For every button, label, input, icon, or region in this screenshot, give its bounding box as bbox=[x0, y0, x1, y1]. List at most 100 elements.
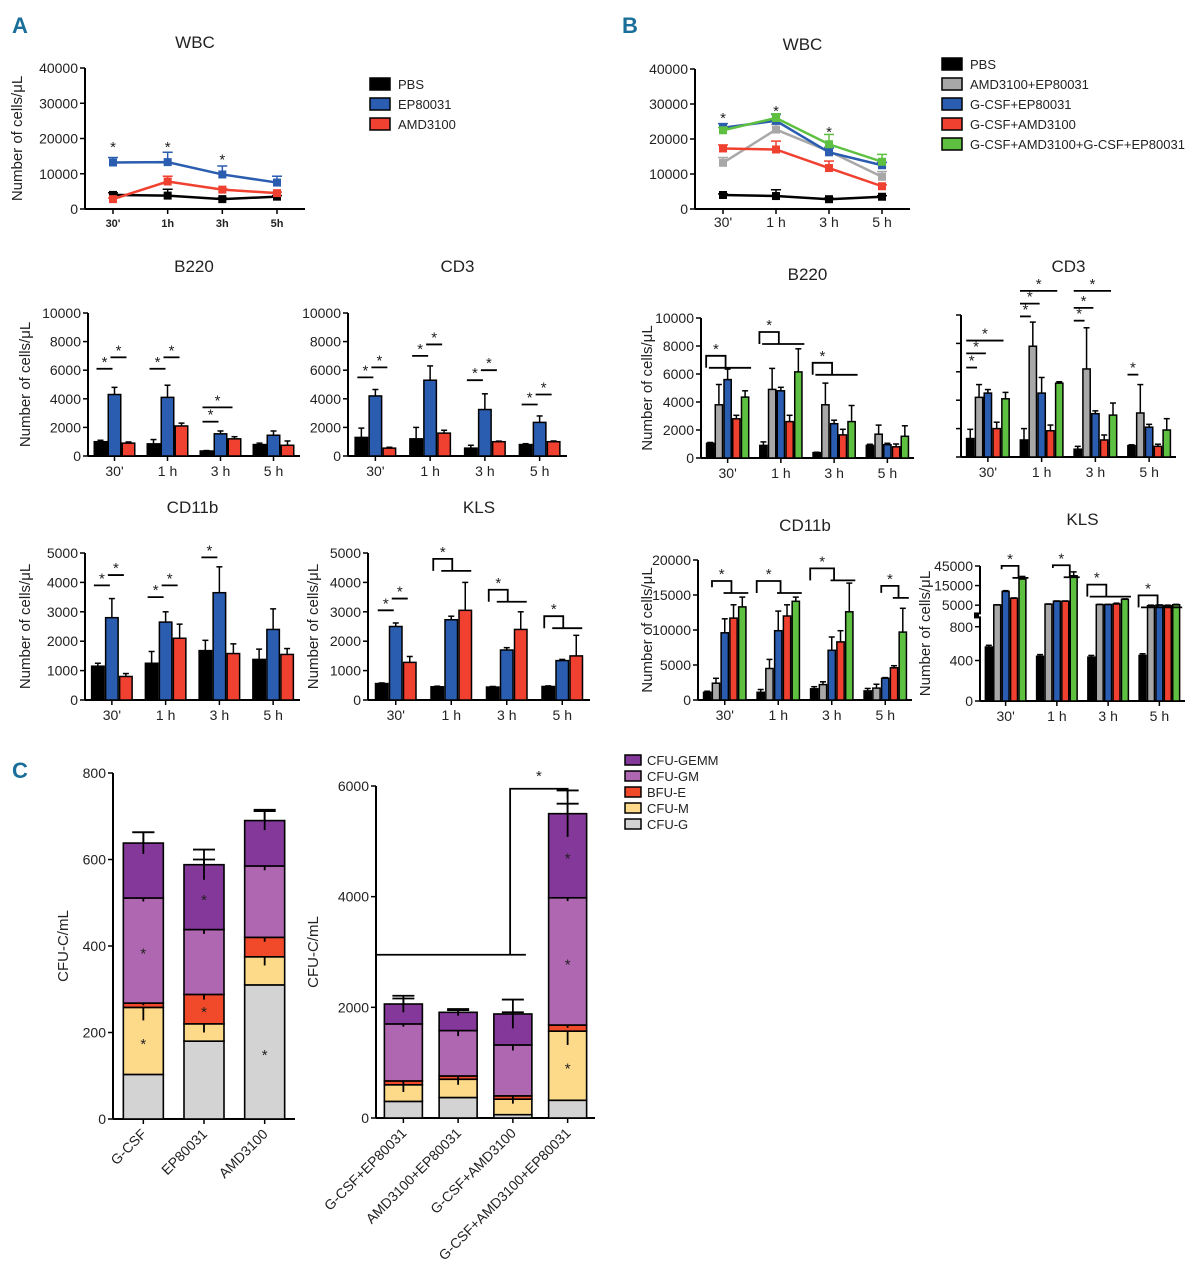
significance-star: * bbox=[165, 139, 171, 156]
series-g-csf-amd3100-g-csf-ep80031 bbox=[737, 582, 908, 701]
bar bbox=[1052, 600, 1062, 702]
series-g-csf-ep80031 bbox=[720, 610, 890, 701]
bar bbox=[785, 420, 794, 459]
significance-star: * bbox=[102, 354, 108, 371]
significance-star: * bbox=[201, 892, 207, 909]
x-tick-label: 30' bbox=[716, 707, 734, 723]
significance-bracket bbox=[711, 580, 733, 593]
significance-star: * bbox=[440, 544, 446, 561]
x-tick-label: 30' bbox=[714, 214, 732, 230]
significance-star: * bbox=[766, 317, 772, 334]
bar bbox=[731, 418, 741, 459]
bar bbox=[737, 606, 747, 701]
significance-star: * bbox=[819, 553, 825, 570]
significance-star: * bbox=[720, 110, 726, 127]
bar bbox=[759, 444, 768, 459]
bar bbox=[821, 404, 830, 459]
bar bbox=[1018, 578, 1027, 702]
significance-bracket bbox=[543, 615, 565, 629]
bar bbox=[546, 440, 561, 457]
legend-swatch bbox=[941, 137, 963, 151]
bar bbox=[1082, 368, 1091, 458]
significance-star: * bbox=[219, 151, 225, 168]
y-tick-label: 20000 bbox=[649, 131, 688, 147]
bar bbox=[1009, 597, 1019, 702]
legend-label: CFU-M bbox=[647, 801, 689, 816]
series-g-csf-ep80031 bbox=[718, 113, 887, 170]
bar-segment bbox=[243, 865, 286, 939]
significance-bracket bbox=[1086, 583, 1108, 597]
bar bbox=[756, 691, 766, 701]
y-tick-label: 0 bbox=[333, 448, 341, 464]
data-point bbox=[825, 140, 833, 149]
significance-star: * bbox=[1130, 360, 1136, 377]
data-point bbox=[218, 195, 227, 204]
legend-label: AMD3100+EP80031 bbox=[970, 77, 1089, 92]
legend-swatch bbox=[624, 802, 642, 814]
bar bbox=[767, 388, 777, 459]
bar-segment bbox=[547, 896, 588, 1026]
data-point bbox=[109, 190, 117, 199]
bar bbox=[382, 447, 397, 457]
data-point bbox=[878, 182, 886, 191]
bar bbox=[1162, 429, 1172, 458]
significance-star: * bbox=[262, 1047, 268, 1064]
significance-star: * bbox=[536, 768, 542, 785]
bar bbox=[374, 682, 389, 701]
significance-bracket bbox=[1051, 564, 1071, 578]
y-tick-label: 40000 bbox=[649, 61, 688, 77]
y-tick-label: 0 bbox=[73, 448, 81, 464]
bar bbox=[992, 427, 1002, 458]
y-tick-label: 10000 bbox=[42, 305, 81, 321]
significance-star: * bbox=[565, 1061, 571, 1078]
x-tick-label: 30' bbox=[366, 463, 384, 479]
data-point bbox=[772, 145, 780, 154]
y-tick-label: 40000 bbox=[39, 60, 78, 76]
x-tick-label: 3 h bbox=[1086, 464, 1105, 480]
bar bbox=[409, 438, 424, 457]
y-tick-label: 10000 bbox=[655, 310, 694, 326]
significance-star: * bbox=[208, 407, 214, 424]
series-g-csf-ep80031 bbox=[983, 376, 1154, 458]
significance-star: * bbox=[362, 362, 368, 379]
bar bbox=[729, 617, 738, 701]
y-tick-label: 10000 bbox=[302, 305, 341, 321]
x-tick-label: EP80031 bbox=[158, 1126, 210, 1178]
bar-segment bbox=[183, 1040, 225, 1120]
bar bbox=[740, 396, 750, 459]
chart-a-cd11b: CD11b 0 1000 2000 3000 4000 5000 Number of cell… bbox=[17, 498, 300, 723]
bar bbox=[1135, 412, 1145, 458]
series-amd3100-ep80031 bbox=[974, 321, 1145, 458]
bar bbox=[252, 658, 267, 701]
bar bbox=[227, 438, 242, 457]
y-tick-label: 45000 bbox=[934, 558, 973, 574]
chart-title: B220 bbox=[788, 265, 828, 284]
bar bbox=[1112, 603, 1121, 702]
y-tick-label: 2000 bbox=[50, 419, 81, 435]
y-tick-label: 4000 bbox=[50, 391, 81, 407]
significance-star: * bbox=[527, 390, 533, 407]
bar bbox=[463, 447, 478, 457]
series-pbs bbox=[93, 438, 267, 457]
significance-star: * bbox=[472, 365, 478, 382]
chart-title: WBC bbox=[783, 35, 823, 54]
series-amd3100-ep80031 bbox=[993, 603, 1156, 702]
bar bbox=[477, 408, 492, 457]
y-tick-label: 0 bbox=[683, 692, 691, 708]
series-g-csf-amd3100-g-csf-ep80031 bbox=[718, 113, 887, 166]
y-tick-label: 6000 bbox=[50, 362, 81, 378]
significance-bracket bbox=[487, 588, 509, 602]
x-tick-label: 1h bbox=[161, 218, 174, 230]
chart-title: KLS bbox=[1066, 510, 1098, 529]
bar bbox=[818, 683, 828, 701]
significance-bracket bbox=[509, 787, 569, 955]
bar bbox=[160, 396, 175, 457]
y-axis-label: Number of cells/μL bbox=[17, 322, 34, 447]
series-ep80031 bbox=[368, 365, 547, 457]
bar bbox=[1069, 575, 1078, 702]
series-ep80031 bbox=[388, 615, 570, 701]
significance-star: * bbox=[1022, 301, 1028, 318]
significance-star: * bbox=[565, 956, 571, 973]
significance-star: * bbox=[1094, 570, 1100, 587]
